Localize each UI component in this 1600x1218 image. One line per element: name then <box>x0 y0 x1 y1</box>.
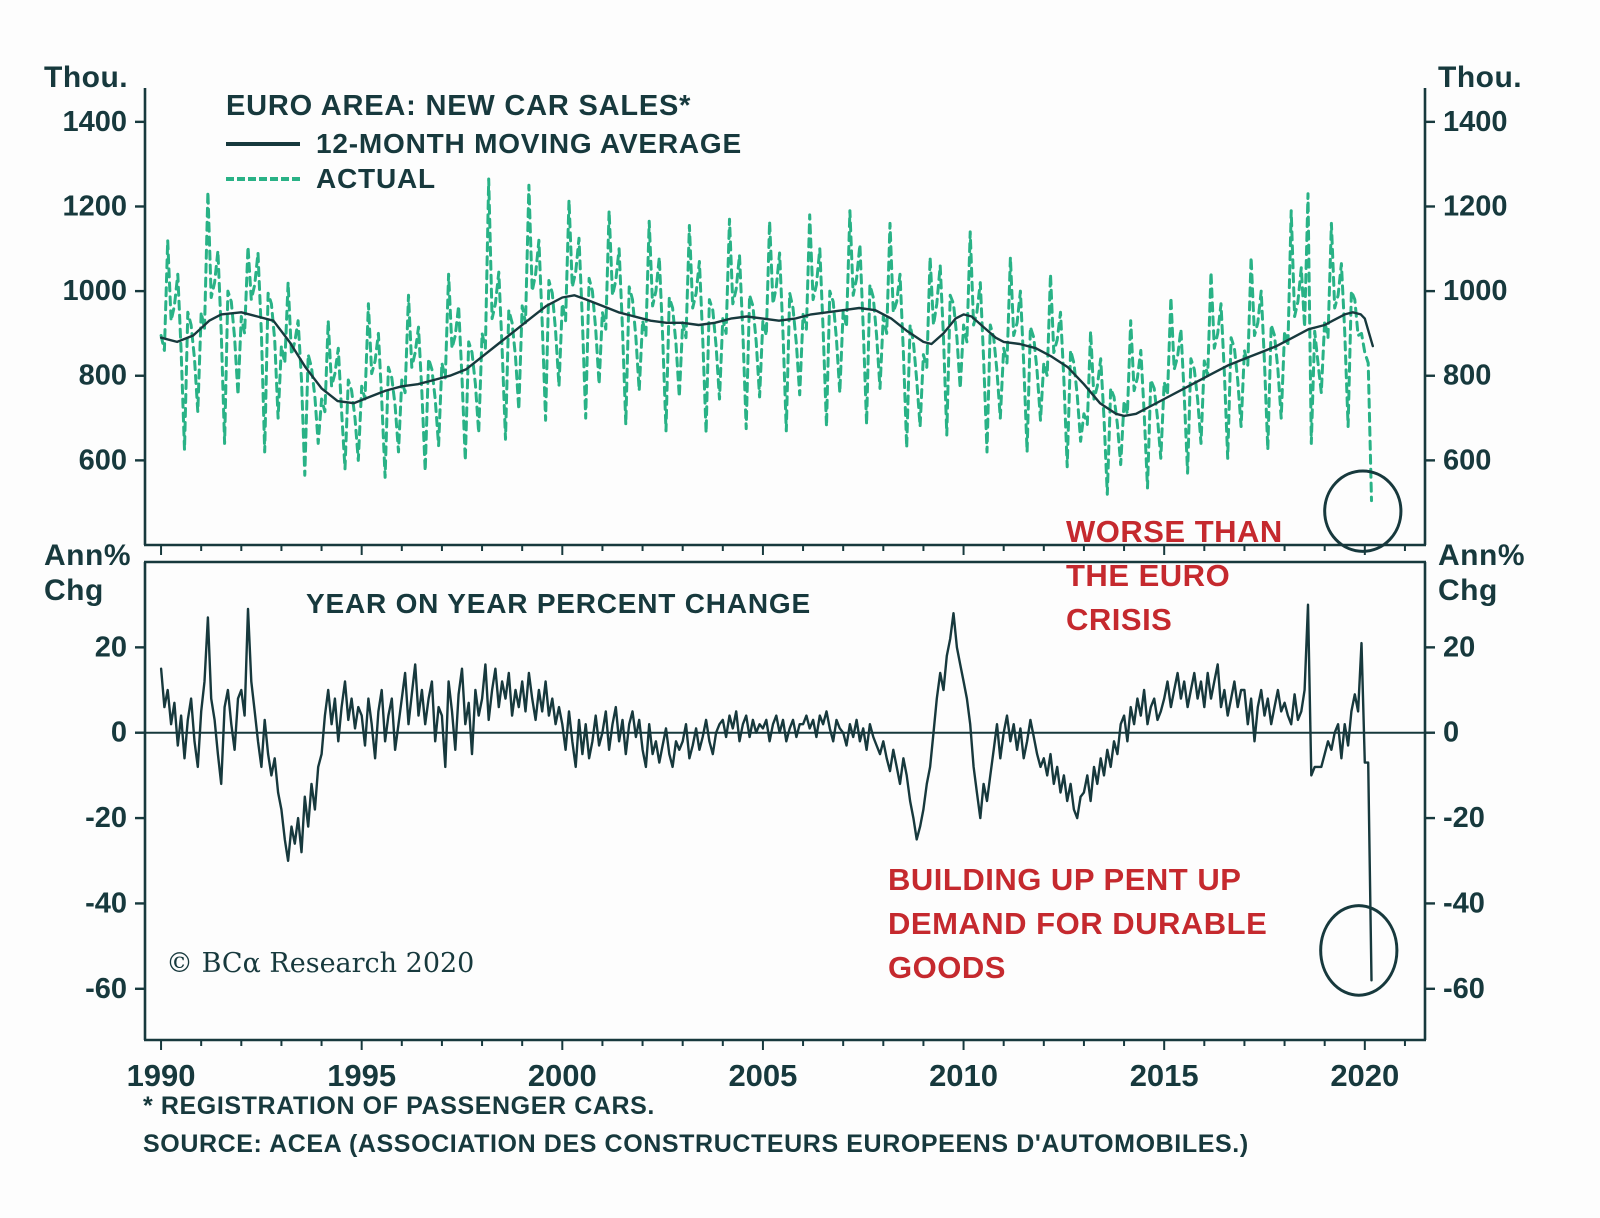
y-tick-label: -60 <box>85 973 127 1005</box>
y-tick-label: 1400 <box>1443 106 1508 138</box>
y-tick-label: 1200 <box>62 190 127 222</box>
annotation-pent-up-demand: BUILDING UP PENT UP DEMAND FOR DURABLE G… <box>888 862 1268 986</box>
y-tick-label: -40 <box>85 887 127 919</box>
y-tick-label: 600 <box>79 444 127 476</box>
legend-item-actual: ACTUAL <box>226 161 742 196</box>
legend-label-moving-average: 12-MONTH MOVING AVERAGE <box>316 127 742 159</box>
highlight-circle <box>1319 904 1399 997</box>
y-tick-label: 20 <box>1443 631 1475 663</box>
legend-label-actual: ACTUAL <box>316 162 436 194</box>
bottom-panel-title: YEAR ON YEAR PERCENT CHANGE <box>306 588 811 619</box>
annotation-worse-than-euro-crisis: WORSE THAN THE EURO CRISIS <box>1066 514 1283 638</box>
legend: 12-MONTH MOVING AVERAGE ACTUAL <box>226 126 742 196</box>
series-actual <box>159 177 1373 503</box>
y-tick-label: 1200 <box>1443 190 1508 222</box>
x-tick-label: 2010 <box>929 1058 998 1093</box>
y-tick-label: 0 <box>111 717 127 749</box>
y-tick-label: -20 <box>85 802 127 834</box>
x-tick-label: 2015 <box>1130 1058 1199 1093</box>
y-tick-label: 1400 <box>62 106 127 138</box>
axis-unit-thou-left: Thou. <box>44 61 129 94</box>
footnote-registration: * REGISTRATION OF PASSENGER CARS. <box>143 1092 655 1120</box>
copyright-notice: © BCα Research 2020 <box>166 948 475 979</box>
axis-unit-ann-right: Ann% Chg <box>1438 539 1525 608</box>
y-tick-label: 0 <box>1443 717 1459 749</box>
top-panel-title: EURO AREA: NEW CAR SALES* <box>226 90 692 122</box>
y-tick-label: 800 <box>1443 360 1491 392</box>
y-tick-label: 1000 <box>62 275 127 307</box>
series-12-month-moving-average <box>159 294 1374 418</box>
y-tick-label: 800 <box>79 360 127 392</box>
highlight-circle <box>1323 469 1403 553</box>
y-tick-label: 1000 <box>1443 275 1508 307</box>
x-tick-label: 1995 <box>327 1058 396 1093</box>
y-tick-label: 600 <box>1443 444 1491 476</box>
legend-item-moving-average: 12-MONTH MOVING AVERAGE <box>226 126 742 161</box>
x-tick-label: 2000 <box>528 1058 597 1093</box>
axis-unit-ann-left: Ann% Chg <box>44 539 131 608</box>
moving-average-line-swatch <box>226 141 300 146</box>
y-tick-label: -60 <box>1443 973 1485 1005</box>
x-tick-label: 2005 <box>728 1058 797 1093</box>
x-tick-label: 1990 <box>127 1058 196 1093</box>
y-tick-label: -20 <box>1443 802 1485 834</box>
y-tick-label: 20 <box>95 631 127 663</box>
axis-unit-thou-right: Thou. <box>1438 61 1523 94</box>
series-year-on-year-percent-change <box>159 603 1373 982</box>
actual-line-swatch <box>226 176 300 181</box>
x-tick-label: 2020 <box>1330 1058 1399 1093</box>
y-tick-label: -40 <box>1443 887 1485 919</box>
footnote-source: SOURCE: ACEA (ASSOCIATION DES CONSTRUCTE… <box>143 1130 1249 1158</box>
